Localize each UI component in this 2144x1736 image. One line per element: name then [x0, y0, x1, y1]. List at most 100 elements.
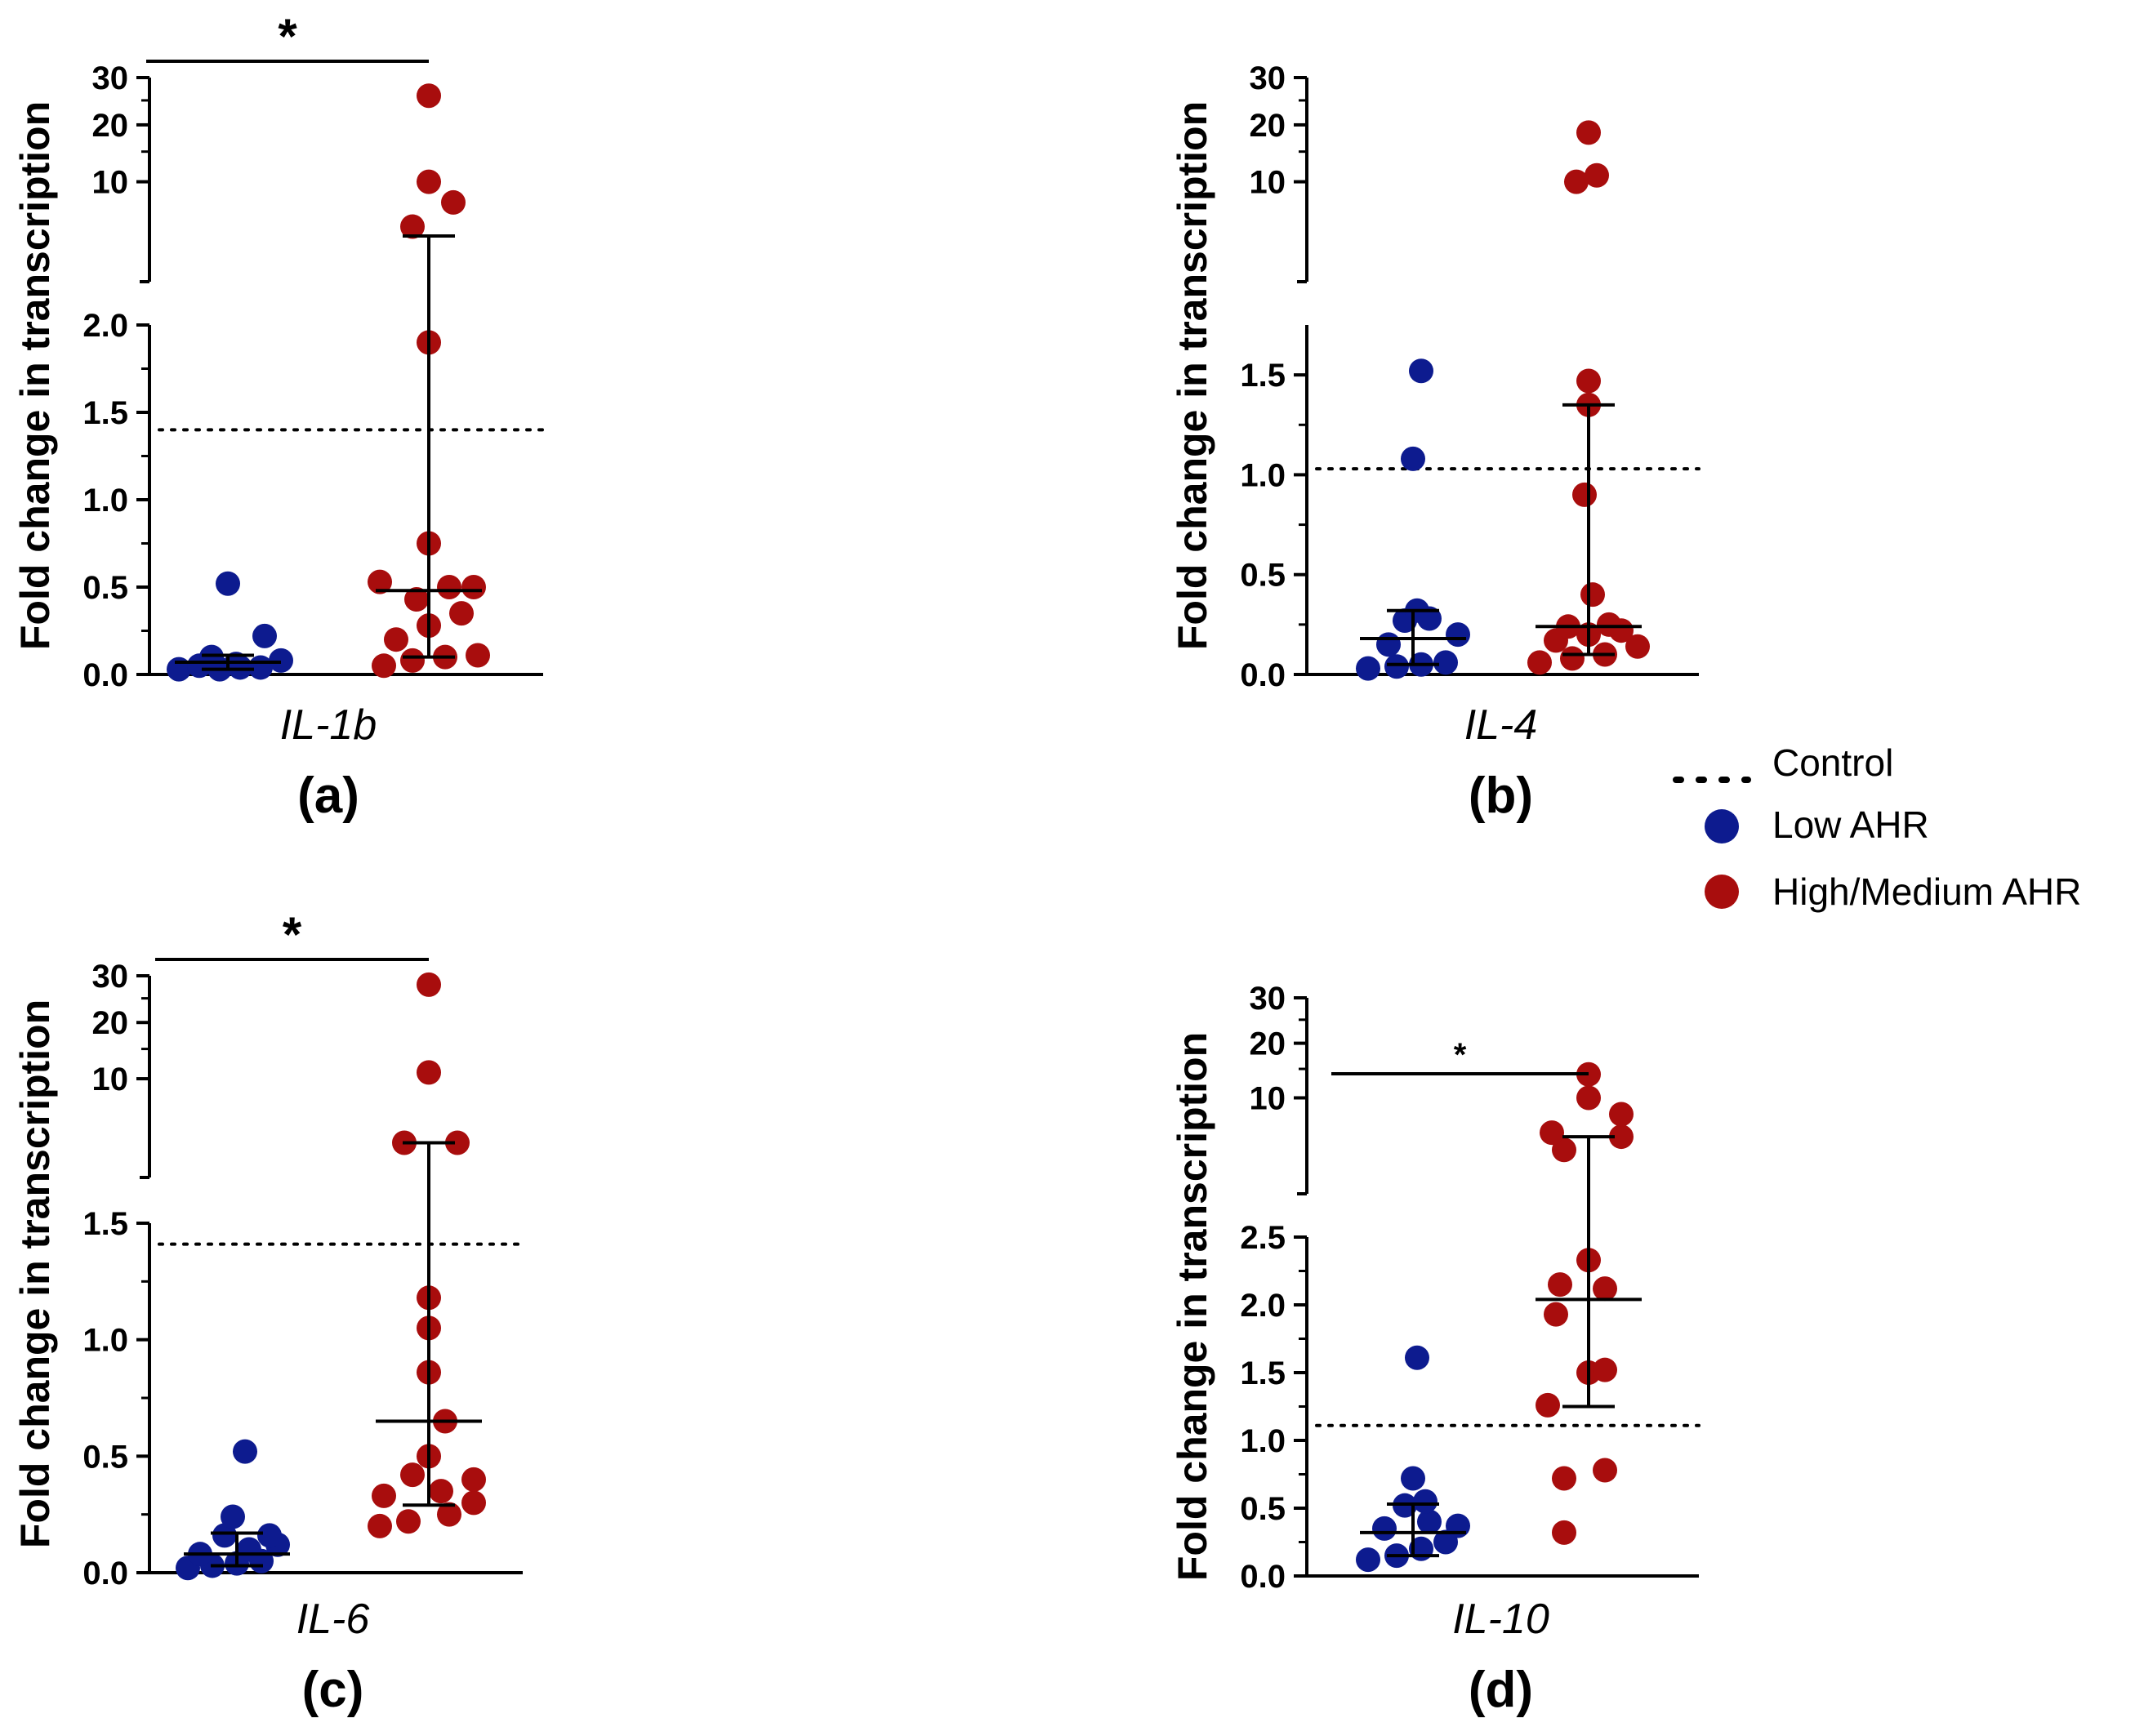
- data-point: [1540, 1120, 1564, 1146]
- y-tick-label: 30: [1250, 60, 1286, 96]
- data-point: [1384, 654, 1409, 679]
- data-point: [1446, 1513, 1470, 1538]
- y-tick-label: 0.0: [1240, 1559, 1286, 1595]
- legend-item-low-ahr: Low AHR: [1705, 803, 1929, 846]
- data-point: [437, 1502, 461, 1527]
- series-low-ahr: [176, 1439, 290, 1581]
- y-axis-label: Fold change in transcription: [12, 101, 58, 650]
- panel-il-4: 0.0 0.5 1.0 1.5 10 20 30 Fold change in transcr…: [1170, 60, 1700, 824]
- y-tick-label: 30: [1250, 981, 1286, 1017]
- data-point: [1446, 622, 1470, 648]
- data-point: [441, 189, 466, 215]
- data-point: [1572, 482, 1597, 507]
- y-tick-label: 20: [1250, 1026, 1286, 1062]
- data-point: [1625, 634, 1650, 659]
- data-point: [257, 1523, 282, 1548]
- y-tick-label: 2.0: [1240, 1288, 1286, 1324]
- y-tick-label: 1.5: [1240, 1355, 1286, 1391]
- data-point: [1593, 1357, 1617, 1382]
- data-point: [269, 648, 293, 673]
- data-point: [466, 643, 490, 668]
- data-point: [1433, 650, 1458, 675]
- y-axis-label: Fold change in transcription: [1170, 101, 1215, 650]
- legend-low-ahr-label: Low AHR: [1772, 803, 1929, 846]
- series-low-ahr: [1356, 358, 1470, 681]
- data-point: [429, 1479, 453, 1504]
- panel-label: (b): [1469, 768, 1533, 824]
- data-point: [417, 169, 441, 194]
- series-high-medium-ahr: [1527, 120, 1650, 675]
- data-point: [233, 1439, 257, 1464]
- significance-star: *: [278, 9, 297, 64]
- data-point: [1536, 1392, 1560, 1418]
- legend-low-ahr-dot: [1705, 809, 1739, 844]
- panel-label: (d): [1469, 1662, 1533, 1718]
- y-tick-label: 20: [92, 1005, 129, 1041]
- data-point: [1585, 162, 1609, 188]
- x-axis-label: IL-6: [296, 1596, 370, 1643]
- panel-il-6: 0.0 0.5 1.0 1.5 10 20 30 Fold change in transcr…: [12, 907, 524, 1718]
- panel-label: (c): [302, 1662, 364, 1718]
- data-point: [237, 1537, 261, 1562]
- y-tick-label: 10: [92, 165, 129, 201]
- data-point: [1356, 656, 1380, 681]
- legend-control-label: Control: [1772, 741, 1893, 784]
- data-point: [1401, 1466, 1425, 1491]
- y-tick-label: 2.5: [1240, 1220, 1286, 1256]
- legend-item-control: Control: [1673, 741, 1893, 784]
- series-low-ahr: [1356, 1345, 1470, 1573]
- data-point: [1552, 1137, 1576, 1163]
- y-axis-label: Fold change in transcription: [1170, 1032, 1215, 1581]
- legend-high-ahr-dot: [1705, 875, 1739, 909]
- data-point: [199, 644, 224, 670]
- data-point: [1609, 1102, 1634, 1127]
- panel-label: (a): [297, 768, 359, 824]
- y-tick-label: 0.5: [1240, 1491, 1286, 1527]
- data-point: [1552, 1520, 1576, 1545]
- data-point: [1376, 632, 1401, 657]
- data-point: [461, 1467, 486, 1492]
- data-point: [368, 1513, 392, 1538]
- data-point: [404, 586, 429, 612]
- data-point: [216, 571, 240, 596]
- y-tick-label: 1.0: [1240, 457, 1286, 493]
- data-point: [1576, 368, 1601, 394]
- data-point: [1417, 1509, 1442, 1534]
- y-axis-label: Fold change in transcription: [12, 999, 58, 1548]
- data-point: [437, 575, 461, 599]
- data-point: [372, 1483, 396, 1508]
- y-tick-label: 1.5: [82, 1206, 128, 1242]
- y-tick-label: 0.0: [1240, 657, 1286, 693]
- data-point: [1544, 1302, 1568, 1327]
- data-point: [221, 1504, 245, 1529]
- y-tick-label: 0.5: [1240, 558, 1286, 594]
- data-point: [1597, 612, 1621, 637]
- data-point: [417, 83, 441, 109]
- data-point: [372, 653, 396, 679]
- y-tick-label: 0.5: [82, 570, 128, 606]
- panel-il-10: 0.0 0.5 1.0 1.5 2.0 2.5 10 20 30 Fold change in t…: [1170, 981, 1700, 1718]
- y-tick-label: 1.0: [82, 483, 128, 519]
- legend: Control Low AHR High/Medium AHR: [1673, 741, 2081, 913]
- x-axis-label: IL-10: [1452, 1596, 1549, 1643]
- data-point: [1593, 1276, 1617, 1302]
- data-point: [1413, 1489, 1438, 1514]
- data-point: [1580, 582, 1605, 608]
- data-point: [212, 1523, 237, 1548]
- data-point: [252, 623, 277, 648]
- series-high-medium-ahr: [368, 972, 486, 1538]
- y-tick-label: 10: [1250, 165, 1286, 201]
- data-point: [461, 575, 486, 599]
- data-point: [1576, 120, 1601, 145]
- y-tick-label: 0.0: [82, 1556, 128, 1591]
- y-tick-label: 10: [92, 1062, 129, 1097]
- data-point: [1548, 1272, 1572, 1298]
- data-point: [1560, 646, 1585, 671]
- x-axis-label: IL-1b: [280, 701, 377, 749]
- data-point: [1372, 1516, 1397, 1541]
- y-tick-label: 1.5: [82, 395, 128, 431]
- data-point: [449, 601, 474, 626]
- data-point: [400, 648, 425, 673]
- data-point: [1527, 650, 1552, 675]
- x-axis-label: IL-4: [1464, 701, 1538, 749]
